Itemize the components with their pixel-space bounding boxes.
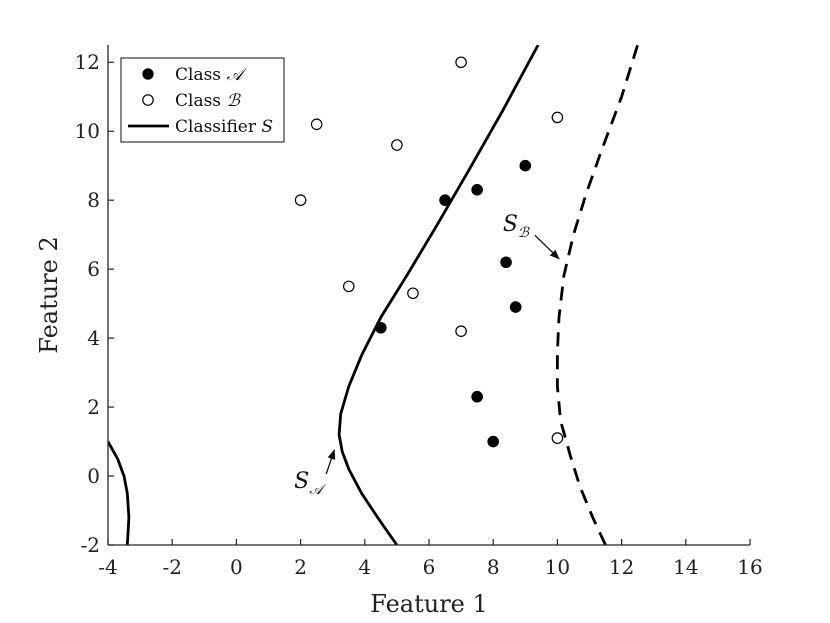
class-b-point: [407, 287, 419, 300]
class-b-point: [342, 280, 355, 293]
class-b-point: [310, 118, 323, 131]
x-tick-label: 6: [423, 555, 436, 579]
legend-label-2: Classifier S: [175, 117, 273, 137]
class-b-point: [551, 432, 564, 444]
x-tick-label: 4: [358, 555, 371, 579]
x-tick-label: 10: [545, 555, 570, 579]
x-tick-label: 16: [737, 555, 762, 579]
class-a-point: [375, 321, 387, 334]
legend-marker-class-a: [142, 68, 154, 80]
class-a-point: [439, 194, 451, 206]
class-a-point: [519, 159, 532, 172]
y-tick-label: 8: [87, 188, 100, 212]
classifier-curve-3: [108, 440, 131, 545]
class-b-point: [455, 325, 467, 338]
x-tick-label: 0: [230, 555, 243, 579]
x-tick-label: 2: [294, 555, 307, 579]
class-b-point: [391, 139, 403, 151]
boundary-b-curve: [556, 45, 639, 545]
annotation-arrow-0: [325, 449, 336, 475]
x-tick-label: 12: [609, 555, 634, 579]
y-tick-label: 12: [75, 50, 100, 74]
annotation-label-0: S𝒜: [294, 469, 326, 498]
class-a-point: [509, 301, 522, 313]
annotation-arrow-1: [534, 234, 560, 260]
class-a-point: [471, 184, 483, 196]
curves-layer: [108, 45, 639, 545]
legend-marker-class-b: [142, 94, 154, 106]
y-tick-label: -2: [81, 533, 100, 557]
x-tick-label: 8: [487, 555, 500, 579]
y-tick-label: 0: [87, 464, 100, 488]
points-layer: [294, 56, 564, 448]
x-axis-label: Feature 1: [370, 590, 488, 618]
class-b-point: [455, 56, 467, 69]
class-a-point: [500, 256, 512, 269]
y-tick-label: 2: [87, 395, 100, 419]
y-tick-label: 6: [87, 257, 100, 281]
class-a-point: [487, 435, 499, 448]
x-tick-label: -2: [162, 555, 181, 579]
class-a-point: [471, 390, 483, 403]
annotation-label-1: Sℬ: [503, 212, 530, 241]
y-tick-label: 4: [87, 326, 100, 350]
classifier-curve-2: [337, 45, 540, 545]
x-tick-label: 14: [673, 555, 698, 579]
annotations-layer: S𝒜 Sℬ: [294, 212, 560, 498]
y-tick-label: 10: [75, 119, 100, 143]
legend-label-1: Class ℬ: [175, 91, 241, 111]
class-b-point: [294, 194, 307, 206]
legend: Class 𝒜 Class ℬ Classifier S: [120, 57, 285, 143]
y-axis-label: Feature 2: [35, 236, 63, 354]
legend-label-0: Class 𝒜: [175, 65, 247, 85]
x-tick-label: -4: [98, 555, 117, 579]
class-b-point: [551, 111, 564, 124]
